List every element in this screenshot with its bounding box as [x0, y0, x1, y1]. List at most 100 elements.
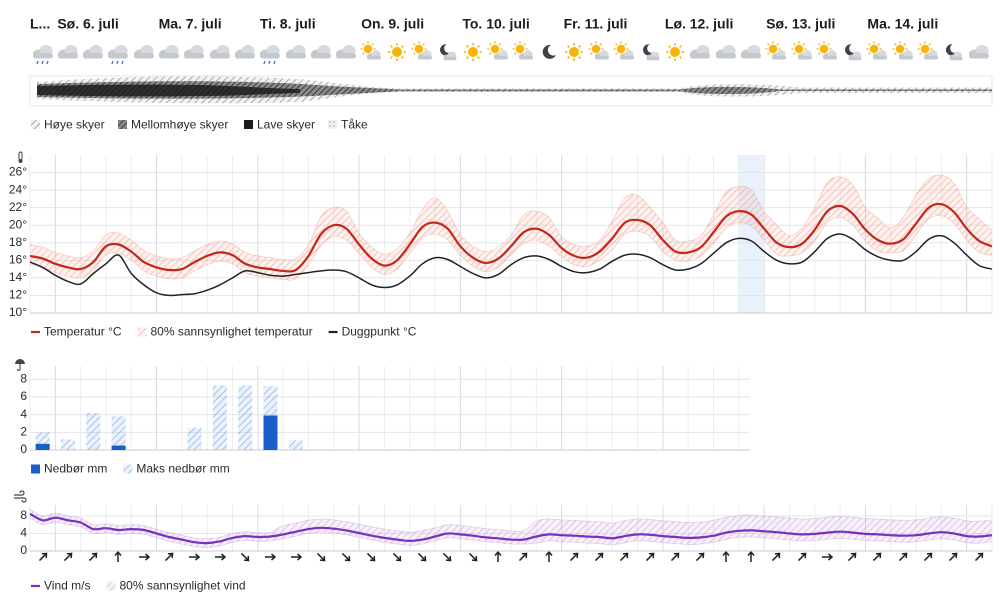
- weather-icon: [311, 45, 331, 59]
- weather-icon: [765, 41, 786, 59]
- band-fill: [30, 509, 992, 548]
- day-label: Ma. 7. juli: [159, 16, 222, 32]
- weather-icon: [260, 45, 280, 64]
- legend-label: Nedbør mm: [44, 462, 107, 476]
- thermometer-icon: [18, 151, 23, 163]
- wind-arrow: [545, 551, 553, 563]
- legend-swatch: [31, 120, 40, 129]
- legend-label: Duggpunkt °C: [342, 325, 417, 339]
- y-tick-label: 10°: [9, 305, 27, 319]
- wind-directions: [36, 550, 986, 564]
- weather-icon: [690, 45, 710, 59]
- chart-line: 10° 12° 14° 16° 18° 20° 22° 24° 26° Temperatur °C…: [9, 155, 993, 339]
- mid-clouds: [37, 81, 992, 99]
- band-upper: [29, 509, 993, 540]
- wind-arrow: [617, 550, 631, 564]
- y-tick-label: 24°: [9, 182, 27, 196]
- wind-arrow: [415, 550, 429, 564]
- y-tick-label: 0: [20, 442, 27, 456]
- weather-icon: [741, 45, 761, 59]
- weather-icon: [235, 45, 255, 59]
- legend-swatch: [106, 581, 116, 591]
- wind-arrow: [643, 550, 657, 564]
- legend-label: Temperatur °C: [44, 325, 122, 339]
- day-label: Ti. 8. juli: [260, 16, 316, 32]
- wind-arrow: [390, 550, 404, 564]
- y-tick-label: 6: [20, 389, 27, 403]
- weather-icon: [108, 45, 128, 64]
- legend-label: Tåke: [341, 118, 368, 132]
- wind-arrow: [722, 551, 730, 563]
- bar: [212, 385, 227, 450]
- chart-bar: 0 2 4 6 8 Nedbør mm Maks nedbør mm: [20, 366, 750, 476]
- wind-arrow: [86, 550, 100, 564]
- day-label: To. 10. juli: [462, 16, 529, 32]
- weather-icon: [360, 41, 381, 59]
- legend-swatch: [244, 120, 253, 129]
- legend-swatch: [31, 464, 40, 474]
- wind-arrow: [36, 550, 50, 564]
- low-clouds: [37, 84, 300, 97]
- weather-icon: [866, 41, 887, 59]
- weather-icon: [542, 44, 556, 59]
- y-tick-label: 4: [20, 407, 27, 421]
- weather-icon: [845, 44, 862, 60]
- wind-arrow: [747, 551, 755, 563]
- bar: [111, 416, 126, 450]
- weather-symbols: [33, 41, 989, 64]
- legend-label: Vind m/s: [44, 579, 90, 593]
- chart-line: 0 4 8 Vind m/s 80% sannsynlighet vind: [20, 505, 993, 593]
- legend-swatch: [137, 327, 147, 337]
- bar: [238, 385, 253, 450]
- bar: [111, 445, 126, 450]
- bar: [187, 427, 202, 450]
- wind-arrow: [896, 550, 910, 564]
- day-label: Lø. 12. juli: [665, 16, 733, 32]
- wind-arrow: [114, 551, 122, 563]
- legend-swatch: [123, 464, 133, 474]
- wind-icon: [14, 490, 27, 503]
- weather-icon: [83, 45, 103, 59]
- bar: [35, 443, 50, 450]
- wind-arrow: [339, 550, 353, 564]
- wind-arrow: [592, 550, 606, 564]
- band-lower: [29, 214, 993, 281]
- band-fill: [30, 174, 992, 281]
- cloud-chart: Høye skyer Mellomhøye skyer Lave skyer T…: [29, 75, 993, 132]
- wind-arrow: [264, 553, 276, 561]
- y-tick-label: 8: [20, 371, 27, 385]
- day-label: Sø. 13. juli: [766, 16, 835, 32]
- wind-arrow: [238, 550, 252, 564]
- weather-icon: [564, 42, 584, 62]
- line: [29, 202, 993, 273]
- weather-icon: [613, 41, 634, 59]
- weather-icon: [716, 45, 736, 59]
- weather-icon: [512, 41, 533, 59]
- weather-icon: [134, 45, 154, 59]
- umbrella-icon: [15, 359, 25, 371]
- weather-icon: [946, 44, 963, 60]
- wind-arrow: [972, 550, 986, 564]
- wind-arrow: [364, 550, 378, 564]
- wind-arrow: [946, 550, 960, 564]
- band-upper: [29, 174, 993, 261]
- bar: [288, 440, 303, 450]
- weather-icon: [816, 41, 837, 59]
- wind-arrow: [769, 550, 783, 564]
- band-lower: [29, 517, 993, 548]
- wind-arrow: [314, 550, 328, 564]
- weather-icon: [463, 42, 483, 62]
- wind-arrow: [795, 550, 809, 564]
- wind-arrow: [466, 550, 480, 564]
- y-tick-label: 20°: [9, 217, 27, 231]
- wind-arrow: [870, 550, 884, 564]
- legend-label: Lave skyer: [257, 118, 315, 132]
- legend-label: Høye skyer: [44, 118, 105, 132]
- legend-swatch: [118, 120, 127, 129]
- wind-arrow: [668, 550, 682, 564]
- wind-arrow: [162, 550, 176, 564]
- day-label: Ma. 14. juli: [867, 16, 938, 32]
- day-label: On. 9. juli: [361, 16, 424, 32]
- line: [29, 233, 993, 297]
